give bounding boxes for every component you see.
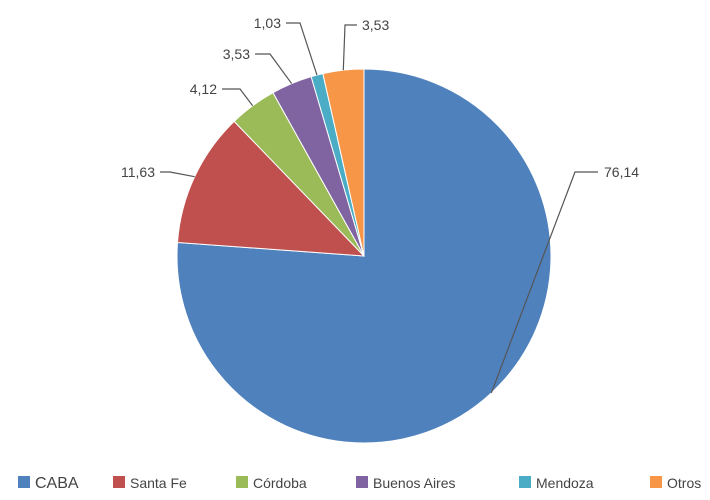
legend-label-otros: Otros [667, 475, 701, 491]
pie-slice-santa-fe [176, 120, 366, 257]
data-label-mendoza: 1,03 [254, 15, 281, 31]
legend-item-cordoba: Córdoba [236, 475, 307, 491]
leader-line-mendoza [286, 22, 318, 76]
legend-swatch-santa-fe [113, 476, 125, 488]
legend-swatch-buenos-aires [356, 476, 368, 488]
legend-label-buenos-aires: Buenos Aires [373, 475, 456, 491]
legend-swatch-cordoba [236, 476, 248, 488]
leader-line-cordoba [222, 88, 254, 107]
leader-line-caba [490, 171, 598, 394]
leader-line-otros [342, 24, 357, 71]
pie-slices [176, 68, 552, 444]
legend-label-santa-fe: Santa Fe [130, 475, 187, 491]
legend-swatch-otros [650, 476, 662, 488]
legend: CABA Santa Fe Córdoba Buenos Aires Mendoza Ot… [18, 475, 701, 492]
legend-label-caba: CABA [35, 475, 79, 492]
legend-label-mendoza: Mendoza [536, 475, 594, 491]
leader-line-buenos-aires [255, 53, 293, 84]
data-label-buenos-aires: 3,53 [223, 46, 250, 62]
legend-swatch-mendoza [519, 476, 531, 488]
legend-swatch-caba [18, 476, 30, 488]
legend-item-santa-fe: Santa Fe [113, 475, 187, 491]
data-label-santa-fe: 11,63 [121, 164, 155, 180]
data-label-caba: 76,14 [604, 164, 639, 180]
data-label-cordoba: 4,12 [190, 81, 217, 97]
legend-item-mendoza: Mendoza [519, 475, 594, 491]
leader-lines [160, 22, 598, 394]
data-label-otros: 3,53 [362, 17, 389, 33]
legend-item-caba: CABA [18, 475, 79, 492]
legend-item-buenos-aires: Buenos Aires [356, 475, 456, 491]
leader-line-santa-fe [160, 171, 195, 178]
legend-item-otros: Otros [650, 475, 701, 491]
legend-label-cordoba: Córdoba [253, 475, 307, 491]
